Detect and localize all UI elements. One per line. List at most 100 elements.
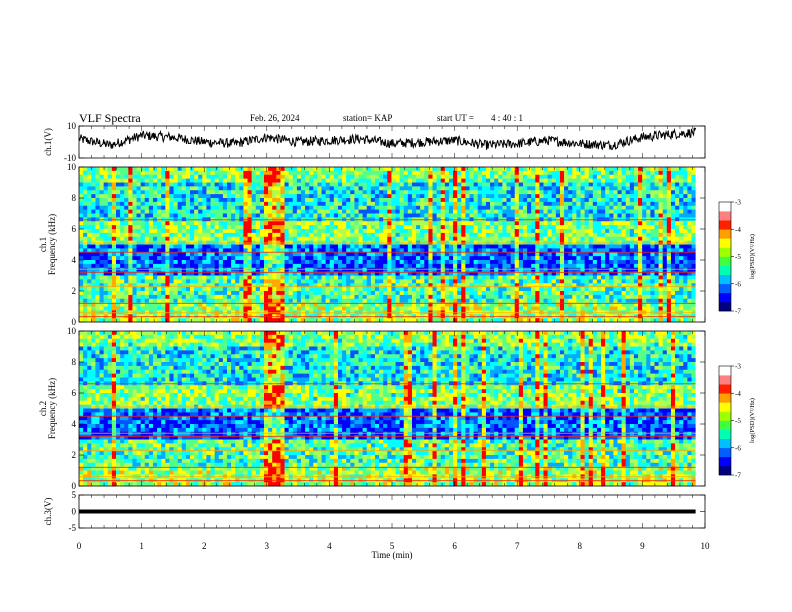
spectrogram-cell bbox=[99, 205, 105, 211]
spectrogram-cell bbox=[420, 279, 425, 284]
spectrogram-cell bbox=[333, 225, 339, 230]
spectrogram-cell bbox=[169, 244, 174, 249]
spectrogram-cell bbox=[79, 182, 84, 187]
spectrogram-cell bbox=[383, 256, 388, 261]
spectrogram-cell bbox=[366, 318, 372, 323]
spectrogram-cell bbox=[444, 209, 450, 214]
spectrogram-cell bbox=[91, 205, 96, 211]
spectrogram-cell bbox=[185, 291, 191, 296]
spectrogram-cell bbox=[485, 256, 491, 261]
spectrogram-cell bbox=[272, 170, 277, 176]
spectrogram-cell bbox=[243, 248, 248, 253]
spectrogram-cell bbox=[473, 225, 479, 230]
spectrogram-cell bbox=[354, 186, 359, 191]
spectrogram-cell bbox=[436, 225, 442, 230]
spectrogram-cell bbox=[251, 186, 257, 191]
spectrogram-cell bbox=[502, 236, 507, 242]
spectrogram-cell bbox=[432, 291, 438, 296]
spectrogram-cell bbox=[461, 267, 466, 273]
spectrogram-cell bbox=[502, 221, 507, 226]
spectrogram-cell bbox=[358, 294, 364, 300]
spectrogram-cell bbox=[453, 213, 458, 218]
spectrogram-cell bbox=[284, 232, 290, 238]
spectrogram-cell bbox=[576, 178, 581, 183]
spectrogram-cell bbox=[95, 209, 100, 214]
spectrogram-cell bbox=[198, 252, 203, 257]
spectrogram-cell bbox=[210, 236, 216, 242]
spectrogram-cell bbox=[539, 248, 544, 253]
spectrogram-cell bbox=[222, 167, 228, 172]
spectrogram-cell bbox=[522, 248, 528, 253]
spectrogram-cell bbox=[222, 279, 228, 284]
spectrogram-cell bbox=[206, 287, 211, 292]
spectrogram-cell bbox=[255, 267, 261, 273]
spectrogram-cell bbox=[531, 267, 536, 273]
spectrogram-cell bbox=[420, 205, 425, 211]
spectrogram-cell bbox=[358, 271, 364, 276]
spectrogram-cell bbox=[337, 205, 343, 211]
spectrogram-cell bbox=[457, 248, 462, 253]
spectrogram-cell bbox=[395, 190, 401, 195]
spectrogram-cell bbox=[366, 263, 372, 269]
spectrogram-cell bbox=[527, 170, 532, 176]
spectrogram-cell bbox=[440, 302, 446, 307]
spectrogram-cell bbox=[255, 256, 261, 261]
spectrogram-cell bbox=[325, 198, 331, 203]
spectrogram-cell bbox=[169, 267, 174, 273]
spectrogram-cell bbox=[465, 298, 470, 304]
spectrogram-cell bbox=[206, 194, 211, 199]
spectrogram-cell bbox=[251, 194, 257, 199]
spectrogram-cell bbox=[231, 306, 236, 311]
spectrogram-cell bbox=[305, 209, 310, 214]
spectrogram-cell bbox=[531, 244, 536, 249]
spectrogram-cell bbox=[189, 167, 195, 172]
spectrogram-cell bbox=[428, 190, 433, 195]
spectrogram-cell bbox=[103, 198, 109, 203]
spectrogram-cell bbox=[354, 198, 359, 203]
spectrogram-cell bbox=[284, 267, 290, 273]
spectrogram-cell bbox=[420, 252, 425, 257]
spectrogram-cell bbox=[103, 244, 109, 249]
spectrogram-cell bbox=[366, 198, 372, 203]
spectrogram-cell bbox=[317, 279, 322, 284]
spectrogram-cell bbox=[469, 267, 475, 273]
spectrogram-cell bbox=[432, 186, 438, 191]
spectrogram-cell bbox=[280, 232, 285, 238]
spectrogram-cell bbox=[506, 213, 512, 218]
spectrogram-cell bbox=[202, 302, 207, 307]
spectrogram-cell bbox=[535, 194, 540, 199]
spectrogram-cell bbox=[469, 167, 475, 172]
spectrogram-cell bbox=[485, 260, 491, 265]
spectrogram-cell bbox=[235, 275, 240, 280]
spectrogram-cell bbox=[572, 267, 577, 273]
spectrogram-cell bbox=[333, 209, 339, 214]
spectrogram-cell bbox=[522, 190, 528, 195]
spectrogram-cell bbox=[239, 256, 244, 261]
spectrogram-cell bbox=[231, 267, 236, 273]
spectrogram-cell bbox=[346, 170, 351, 176]
spectrogram-cell bbox=[222, 182, 228, 187]
spectrogram-cell bbox=[317, 248, 322, 253]
spectrogram-cell bbox=[157, 318, 162, 323]
spectrogram-cell bbox=[177, 186, 183, 191]
spectrogram-cell bbox=[440, 287, 446, 292]
spectrogram-cell bbox=[91, 170, 96, 176]
spectrogram-cell bbox=[95, 294, 100, 300]
spectrogram-cell bbox=[132, 260, 137, 265]
spectrogram-cell bbox=[181, 263, 187, 269]
spectrogram-cell bbox=[547, 252, 553, 257]
spectrogram-cell bbox=[169, 186, 174, 191]
spectrogram-cell bbox=[132, 279, 137, 284]
spectrogram-cell bbox=[231, 263, 236, 269]
spectrogram-cell bbox=[576, 221, 581, 226]
spectrogram-cell bbox=[399, 294, 405, 300]
spectrogram-cell bbox=[165, 201, 170, 207]
spectrogram-cell bbox=[481, 318, 487, 323]
spectrogram-cell bbox=[502, 178, 507, 183]
spectrogram-cell bbox=[259, 263, 265, 269]
spectrogram-cell bbox=[116, 167, 121, 172]
spectrogram-cell bbox=[395, 260, 401, 265]
spectrogram-cell bbox=[87, 198, 92, 203]
spectrogram-cell bbox=[370, 287, 376, 292]
spectrogram-cell bbox=[428, 287, 433, 292]
